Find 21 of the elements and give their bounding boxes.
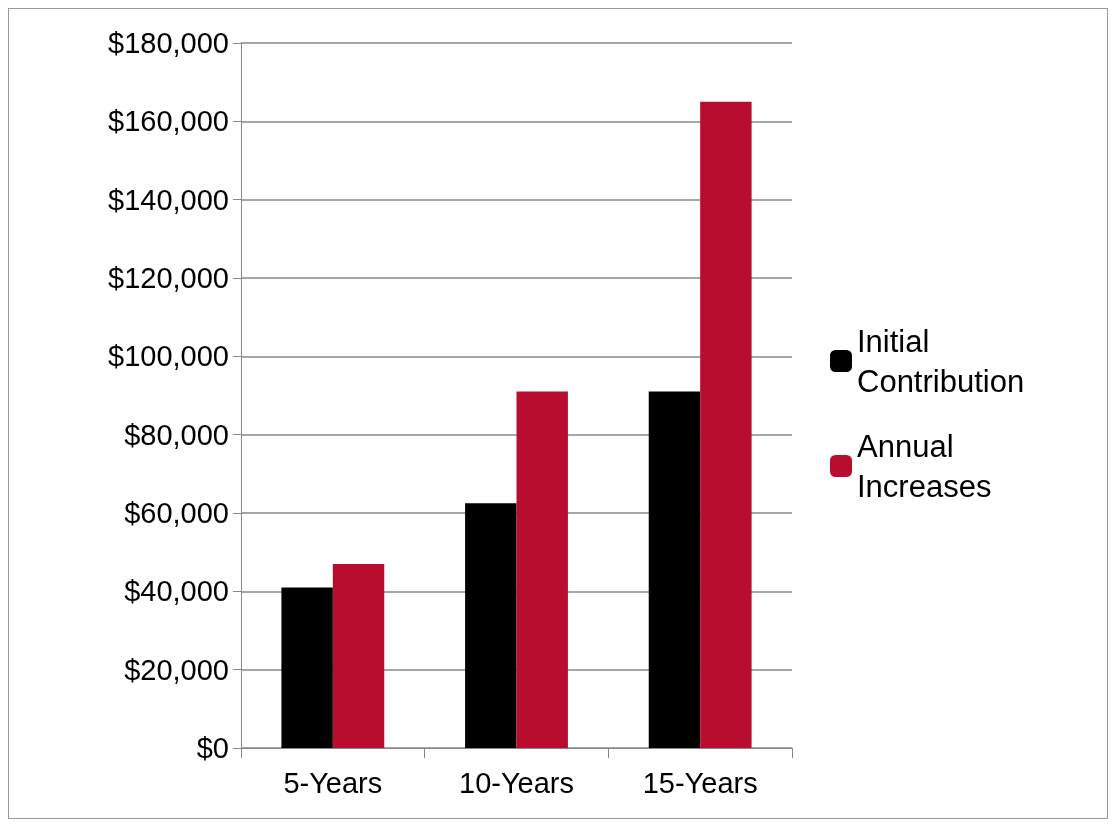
y-tick-label: $0 [196, 732, 229, 764]
x-tick-label: 15-Years [642, 766, 758, 799]
y-tick-label: $100,000 [108, 340, 229, 373]
bar [332, 563, 385, 748]
x-tick-label: 10-Years [458, 766, 575, 799]
legend-label: Annual Increases [857, 428, 992, 504]
bar [281, 587, 333, 748]
y-tick-label: $20,000 [124, 653, 229, 686]
y-tick-label: $120,000 [108, 262, 229, 294]
x-tick-label: 5-Years [283, 766, 383, 799]
y-tick-label: $40,000 [124, 575, 229, 608]
y-tick-label: $180,000 [108, 27, 229, 59]
y-tick-label: $160,000 [108, 105, 229, 138]
bar [516, 391, 568, 748]
bar [700, 101, 752, 748]
y-tick-label: $140,000 [108, 183, 229, 216]
bar [648, 391, 701, 748]
y-tick-label: $80,000 [124, 418, 229, 451]
bar [465, 503, 517, 748]
legend-label: Initial Contribution [857, 323, 1025, 399]
y-tick-label: $60,000 [124, 497, 229, 529]
